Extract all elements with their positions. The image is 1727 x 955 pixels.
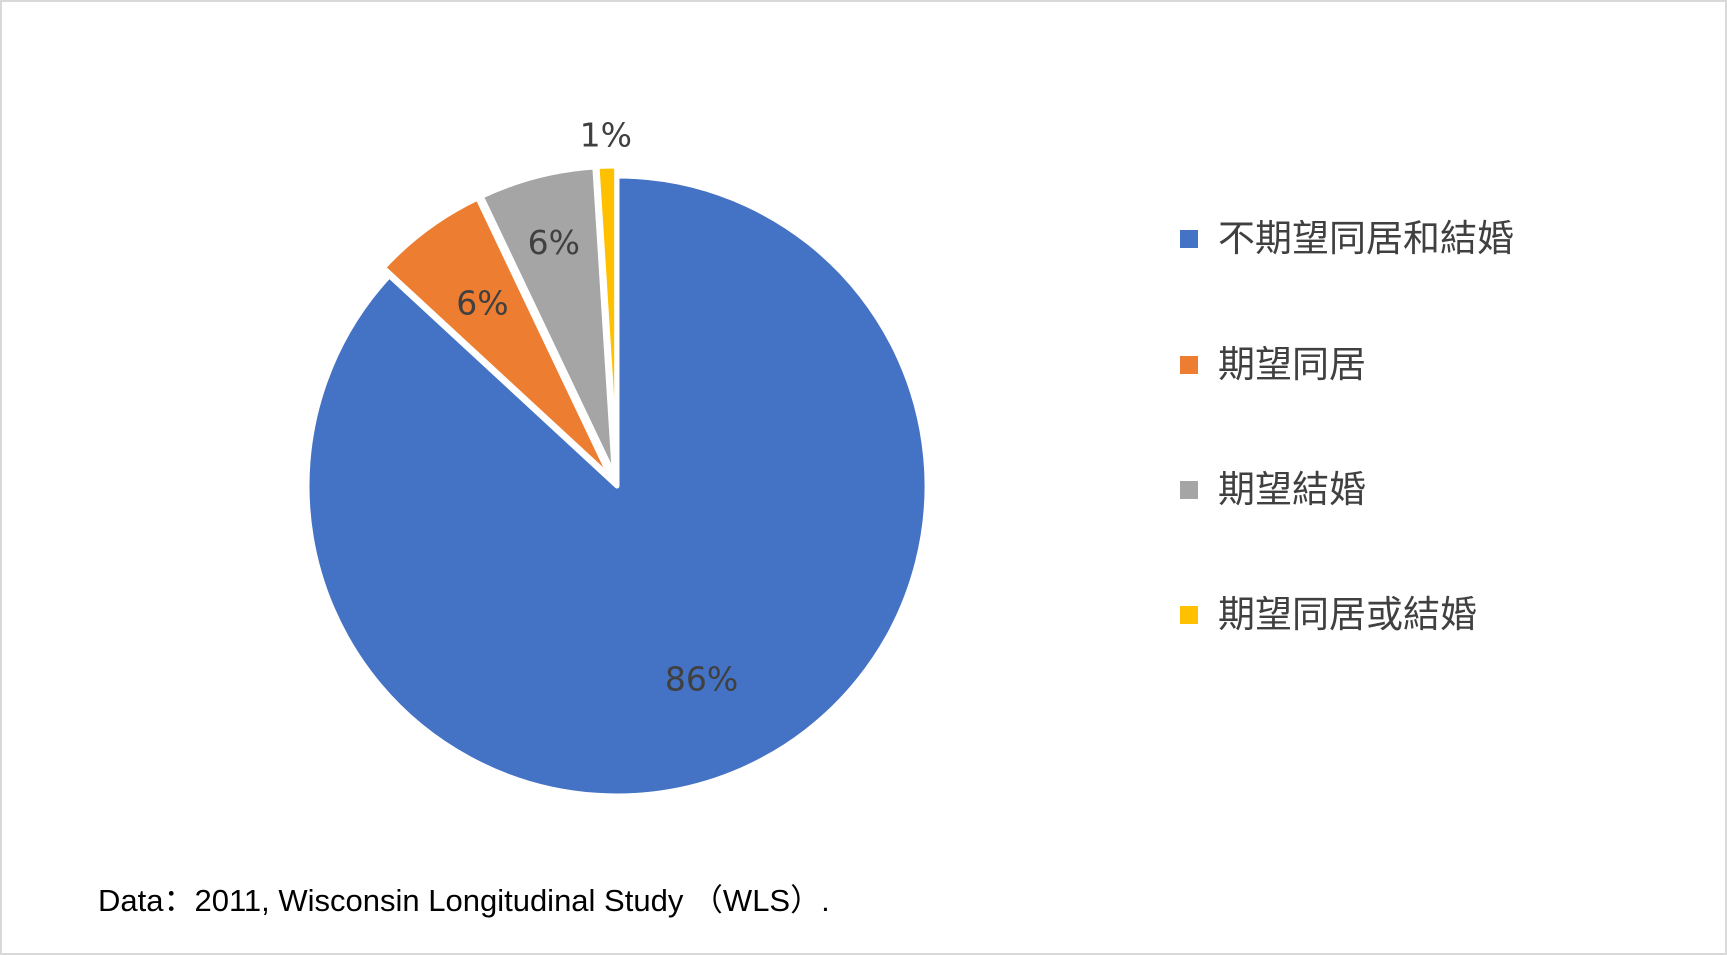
legend-swatch bbox=[1180, 605, 1198, 624]
legend-label: 期望結婚 bbox=[1218, 468, 1366, 511]
legend-swatch bbox=[1180, 229, 1198, 248]
data-label: 6% bbox=[528, 223, 580, 262]
pie-slice bbox=[478, 164, 617, 479]
legend-label: 期望同居 bbox=[1218, 343, 1366, 386]
legend-item: 期望同居 bbox=[1180, 346, 1366, 383]
data-label: 6% bbox=[456, 284, 508, 323]
legend-item: 期望同居或結婚 bbox=[1180, 596, 1477, 633]
source-note: Data：2011, Wisconsin Longitudinal Study … bbox=[98, 883, 830, 918]
legend-swatch bbox=[1180, 355, 1198, 374]
legend-item: 期望結婚 bbox=[1180, 471, 1366, 508]
legend-label: 期望同居或結婚 bbox=[1218, 593, 1477, 636]
data-label: 86% bbox=[665, 660, 738, 699]
legend-label: 不期望同居和結婚 bbox=[1218, 217, 1514, 260]
data-label: 1% bbox=[580, 116, 632, 155]
legend-item: 不期望同居和結婚 bbox=[1180, 220, 1514, 257]
pie-slice bbox=[594, 163, 620, 479]
pie-slice bbox=[304, 173, 930, 799]
pie-slice bbox=[380, 195, 614, 481]
legend-swatch bbox=[1180, 480, 1198, 499]
